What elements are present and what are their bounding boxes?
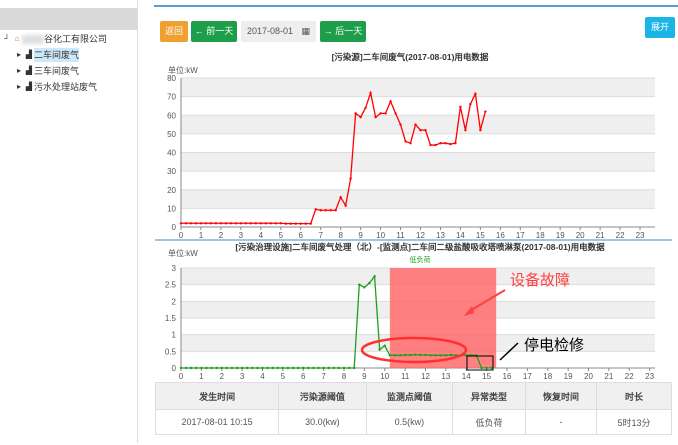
column-header: 污染源阈值 (278, 382, 367, 410)
table-cell: 低负荷 (452, 409, 526, 435)
expand-icon[interactable]: ▸ (16, 66, 21, 75)
expand-icon[interactable]: ▸ (16, 82, 21, 91)
column-header: 发生时间 (154, 382, 280, 410)
tree-item[interactable]: ▸ ▟ 污水处理站废气 (14, 80, 107, 94)
date-value: 2017-08-01 (247, 26, 294, 36)
tree-item-label: 二车间废气 (34, 48, 80, 62)
expand-icon[interactable]: ┘ (4, 34, 10, 43)
factory-icon: ▟ (25, 66, 33, 75)
factory-icon: ▟ (25, 50, 33, 59)
alarm-table: 发生时间 污染源阈值 监测点阈值 异常类型 恢复时间 时长 2017-08-01 10:1… (154, 382, 672, 435)
redacted (22, 34, 44, 44)
tree-item[interactable]: ▸ ▟ 三车间废气 (14, 64, 107, 78)
table-row[interactable]: 2017-08-01 10:15 30.0(kw) 0.5(kw) 低负荷 -5时13分 (154, 409, 672, 435)
table-cell: 0.5(kw) (365, 409, 454, 435)
home-icon: ⌂ (14, 34, 20, 43)
column-header: 监测点阈值 (365, 382, 454, 410)
table-cell: 2017-08-01 10:15 (154, 409, 280, 435)
tree-item-label: 三车间废气 (34, 66, 80, 76)
tree-root[interactable]: ┘ ⌂ 谷化工有限公司 (2, 32, 107, 46)
main-panel: 返回 ← 前一天 2017-08-01 ▦ → 后一天 展开 (154, 5, 678, 445)
sidebar: ┘ ⌂ 谷化工有限公司 ▸ ▟ 二车间废气 ▸ ▟ 三车间废气 ▸ ▟ 污水处理站废气 (0, 0, 138, 443)
back-button[interactable]: 返回 (160, 21, 188, 42)
column-header: 恢复时间 (524, 382, 598, 410)
prev-day-button[interactable]: ← 前一天 (191, 21, 237, 42)
column-header: 时长 (596, 382, 672, 410)
tree-root-label: 谷化工有限公司 (44, 34, 108, 44)
expand-button[interactable]: 展开 (645, 17, 675, 38)
calendar-icon[interactable]: ▦ (301, 26, 310, 36)
tree-item[interactable]: ▸ ▟ 二车间废气 (14, 48, 107, 62)
tree: ┘ ⌂ 谷化工有限公司 ▸ ▟ 二车间废气 ▸ ▟ 三车间废气 ▸ ▟ 污水处理站废气 (2, 32, 107, 94)
table-cell: 30.0(kw) (278, 409, 367, 435)
sidebar-header (0, 8, 137, 30)
date-input[interactable]: 2017-08-01 ▦ (241, 21, 316, 42)
tree-item-label: 污水处理站废气 (34, 82, 98, 92)
factory-icon: ▟ (25, 82, 33, 91)
column-header: 异常类型 (452, 382, 526, 410)
table-cell: - (524, 409, 598, 435)
next-day-button[interactable]: → 后一天 (320, 21, 366, 42)
table-cell: 5时13分 (596, 409, 672, 435)
expand-icon[interactable]: ▸ (16, 50, 21, 59)
